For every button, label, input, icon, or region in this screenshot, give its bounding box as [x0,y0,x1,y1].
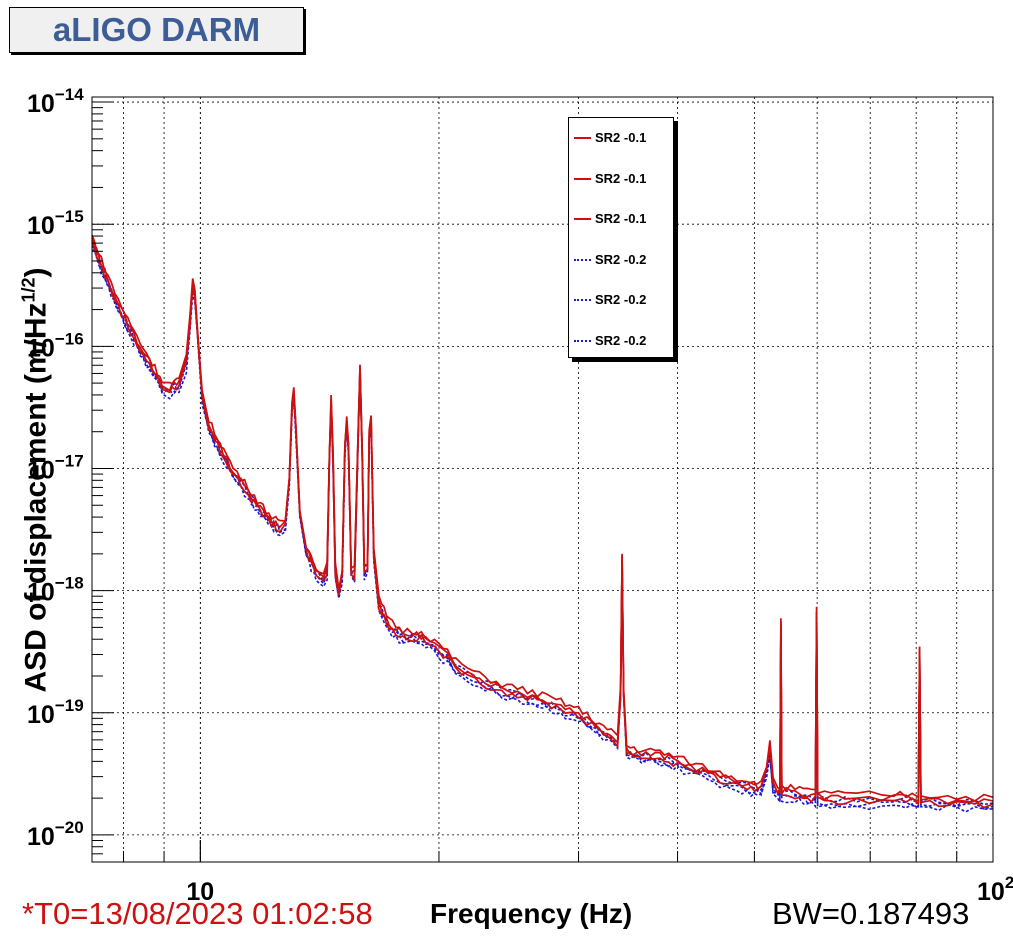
legend-label: SR2 -0.2 [595,332,647,348]
legend-label: SR2 -0.2 [595,251,647,267]
tick-labels: 10−14 10−15 10−16 10−17 10−18 10−19 10−20 10 102 [27,85,1013,906]
legend-entry: SR2 -0.1 [569,128,673,148]
series-line [91,245,994,810]
legend-entry: SR2 -0.2 [569,250,673,270]
y-tick-label: 10−14 [27,85,84,118]
chart-title-box: aLIGO DARM [9,7,304,53]
bandwidth-label: BW=0.187493 [772,896,970,931]
y-axis-label-sup: 1/2 [18,277,39,303]
legend-entry: SR2 -0.2 [569,290,673,310]
legend-label: SR2 -0.1 [595,170,647,186]
series-line [91,234,994,802]
series-line [91,237,994,806]
series-line [91,248,994,813]
y-axis-label-text: ASD of displacement (m/Hz [19,302,53,693]
curves [91,234,994,813]
legend: SR2 -0.1 SR2 -0.1 SR2 -0.1 SR2 -0.2 SR2 -0.2… [568,117,674,358]
legend-swatch [574,137,591,139]
legend-swatch [574,177,591,180]
plot-frame [91,96,994,863]
x-tick-label: 10 [186,878,214,906]
legend-label: SR2 -0.1 [595,130,647,145]
legend-label: SR2 -0.1 [595,211,647,226]
grid [92,97,994,862]
legend-swatch [574,299,591,301]
legend-swatch [574,218,591,220]
legend-entry: SR2 -0.2 [569,331,673,351]
legend-entry: SR2 -0.1 [569,209,673,229]
legend-swatch [574,339,591,342]
series-line [91,243,994,807]
ticks [92,101,994,862]
chart-title: aLIGO DARM [52,11,261,48]
y-tick-label: 10−20 [27,818,84,851]
x-tick-label: 102 [977,873,1013,906]
series-line [91,242,994,809]
y-tick-label: 10−15 [27,207,84,240]
legend-swatch [574,258,591,261]
x-axis-label: Frequency (Hz) [430,898,633,929]
legend-label: SR2 -0.2 [595,292,647,307]
y-axis-label-close: ) [19,267,53,278]
y-tick-label: 10−17 [27,451,84,484]
y-tick-label: 10−16 [27,329,84,362]
y-tick-label: 10−19 [27,696,84,729]
timestamp: *T0=13/08/2023 01:02:58 [22,896,373,931]
y-tick-label: 10−18 [27,574,84,607]
legend-entry: SR2 -0.1 [569,169,673,189]
y-axis-label: ASD of displacement (m/Hz1/2) [19,267,54,692]
